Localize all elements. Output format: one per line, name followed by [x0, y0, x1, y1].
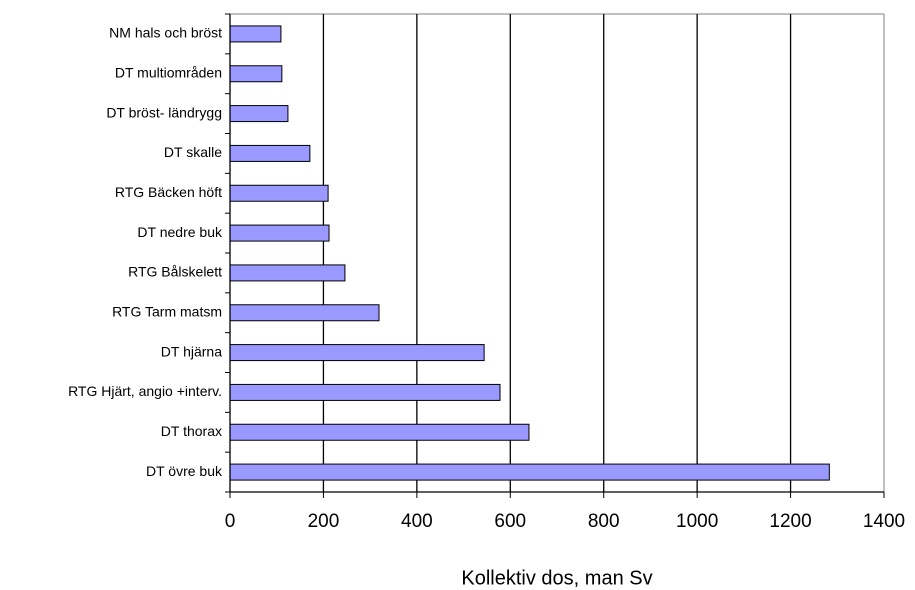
bar — [229, 184, 329, 202]
bar — [229, 264, 346, 282]
bar — [229, 344, 485, 362]
y-tick-label: RTG Bålskelett — [128, 264, 222, 280]
bar — [229, 224, 330, 242]
x-tick-label: 800 — [588, 511, 620, 532]
y-tick-label: DT bröst- ländrygg — [106, 104, 222, 120]
y-tick-label: DT nedre buk — [137, 224, 223, 240]
y-tick-label: DT hjärna — [161, 343, 222, 359]
x-tick-label: 1200 — [769, 511, 811, 532]
y-tick-label: DT övre buk — [146, 463, 223, 479]
bar — [229, 144, 311, 162]
bar — [229, 383, 501, 401]
y-tick-label: DT skalle — [164, 144, 222, 160]
bar — [229, 25, 282, 43]
bar — [229, 304, 380, 322]
y-tick-label: RTG Tarm matsm — [112, 303, 222, 319]
x-tick-label: 400 — [401, 511, 433, 532]
x-tick-label: 1000 — [676, 511, 718, 532]
x-axis-title: Kollektiv dos, man Sv — [461, 567, 652, 589]
bar — [229, 463, 830, 481]
bar — [229, 105, 289, 123]
y-tick-label: DT thorax — [161, 423, 222, 439]
y-tick-label: NM hals och bröst — [109, 25, 222, 41]
y-tick-label: DT multiområden — [115, 64, 222, 80]
x-tick-label: 0 — [225, 511, 236, 532]
x-tick-label: 1400 — [863, 511, 905, 532]
bar — [229, 65, 283, 83]
x-tick-label: 200 — [308, 511, 340, 532]
y-tick-label: RTG Hjärt, angio +interv. — [68, 383, 222, 399]
x-tick-label: 600 — [494, 511, 526, 532]
bar — [229, 423, 530, 441]
y-tick-label: RTG Bäcken höft — [115, 184, 222, 200]
